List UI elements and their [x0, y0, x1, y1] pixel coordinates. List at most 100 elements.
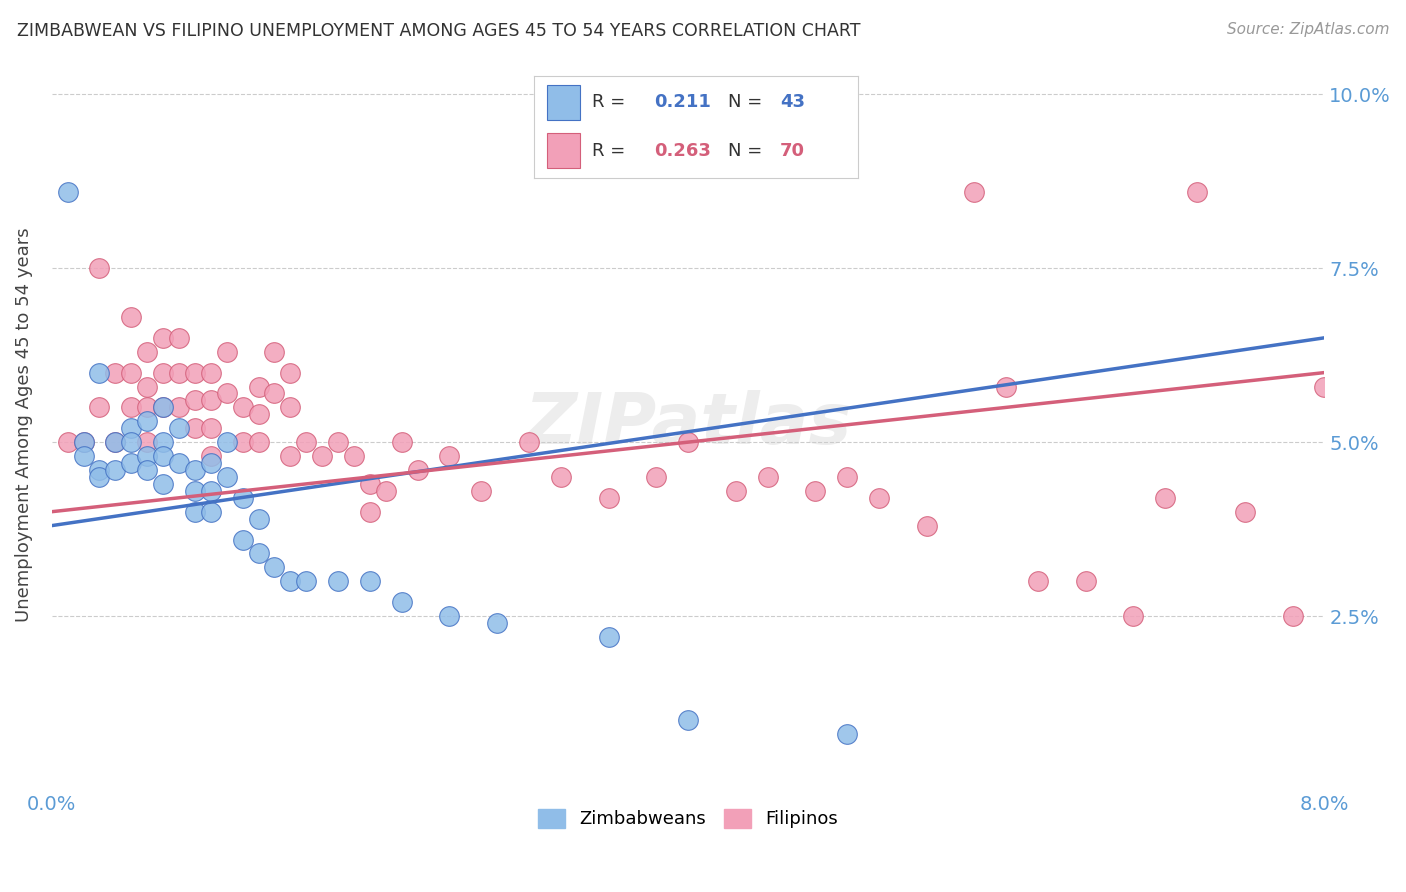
Point: [391, 595, 413, 609]
Point: [963, 185, 986, 199]
Point: [120, 435, 142, 450]
Point: [167, 421, 190, 435]
Point: [326, 435, 349, 450]
Bar: [547, 133, 579, 168]
Point: [232, 435, 254, 450]
Point: [215, 386, 238, 401]
Point: [280, 366, 302, 380]
Point: [995, 379, 1018, 393]
Point: [263, 344, 285, 359]
Point: [215, 344, 238, 359]
Point: [56, 435, 79, 450]
Point: [104, 366, 127, 380]
Point: [598, 630, 620, 644]
Point: [359, 574, 381, 589]
Point: [1154, 491, 1177, 505]
Point: [167, 366, 190, 380]
Point: [391, 435, 413, 450]
Text: N =: N =: [728, 142, 762, 160]
Point: [167, 331, 190, 345]
Text: ZIMBABWEAN VS FILIPINO UNEMPLOYMENT AMONG AGES 45 TO 54 YEARS CORRELATION CHART: ZIMBABWEAN VS FILIPINO UNEMPLOYMENT AMON…: [17, 22, 860, 40]
Point: [517, 435, 540, 450]
Point: [247, 435, 270, 450]
Point: [167, 401, 190, 415]
Point: [215, 435, 238, 450]
Text: R =: R =: [592, 142, 626, 160]
Point: [152, 401, 174, 415]
Point: [676, 435, 699, 450]
Point: [295, 574, 318, 589]
Point: [486, 615, 509, 630]
Point: [406, 463, 429, 477]
Point: [120, 310, 142, 324]
Point: [326, 574, 349, 589]
Point: [152, 476, 174, 491]
Point: [837, 470, 859, 484]
Point: [676, 714, 699, 728]
Point: [136, 449, 159, 463]
Point: [167, 456, 190, 470]
Point: [184, 366, 207, 380]
Point: [200, 505, 222, 519]
Point: [343, 449, 366, 463]
Point: [184, 421, 207, 435]
Point: [439, 449, 461, 463]
Point: [598, 491, 620, 505]
Point: [89, 366, 111, 380]
Text: R =: R =: [592, 94, 626, 112]
Point: [120, 366, 142, 380]
Point: [232, 491, 254, 505]
Point: [247, 407, 270, 421]
Point: [280, 449, 302, 463]
Point: [359, 476, 381, 491]
Point: [152, 449, 174, 463]
Point: [152, 331, 174, 345]
Point: [120, 456, 142, 470]
Text: N =: N =: [728, 94, 762, 112]
Point: [104, 435, 127, 450]
Point: [280, 401, 302, 415]
Point: [200, 366, 222, 380]
Point: [200, 483, 222, 498]
Text: ZIPatlas: ZIPatlas: [524, 391, 852, 459]
Point: [152, 401, 174, 415]
Text: 43: 43: [780, 94, 806, 112]
Point: [136, 401, 159, 415]
Point: [72, 449, 94, 463]
Point: [1281, 609, 1303, 624]
Point: [72, 435, 94, 450]
Point: [184, 505, 207, 519]
Point: [247, 511, 270, 525]
Point: [72, 435, 94, 450]
Point: [200, 393, 222, 408]
Point: [136, 414, 159, 428]
Legend: Zimbabweans, Filipinos: Zimbabweans, Filipinos: [530, 802, 845, 836]
Point: [184, 463, 207, 477]
Point: [232, 401, 254, 415]
Point: [439, 609, 461, 624]
Point: [89, 470, 111, 484]
Point: [263, 560, 285, 574]
Point: [915, 518, 938, 533]
Point: [152, 435, 174, 450]
Point: [868, 491, 890, 505]
Point: [247, 379, 270, 393]
Point: [232, 533, 254, 547]
Point: [136, 463, 159, 477]
Point: [200, 449, 222, 463]
Point: [374, 483, 396, 498]
Point: [804, 483, 827, 498]
Text: Source: ZipAtlas.com: Source: ZipAtlas.com: [1226, 22, 1389, 37]
Point: [280, 574, 302, 589]
Point: [152, 366, 174, 380]
Point: [89, 463, 111, 477]
Point: [136, 435, 159, 450]
Point: [1233, 505, 1256, 519]
Point: [1026, 574, 1049, 589]
Bar: [547, 85, 579, 120]
Text: 0.211: 0.211: [654, 94, 711, 112]
Point: [215, 470, 238, 484]
Point: [104, 463, 127, 477]
Point: [104, 435, 127, 450]
Text: 70: 70: [780, 142, 806, 160]
